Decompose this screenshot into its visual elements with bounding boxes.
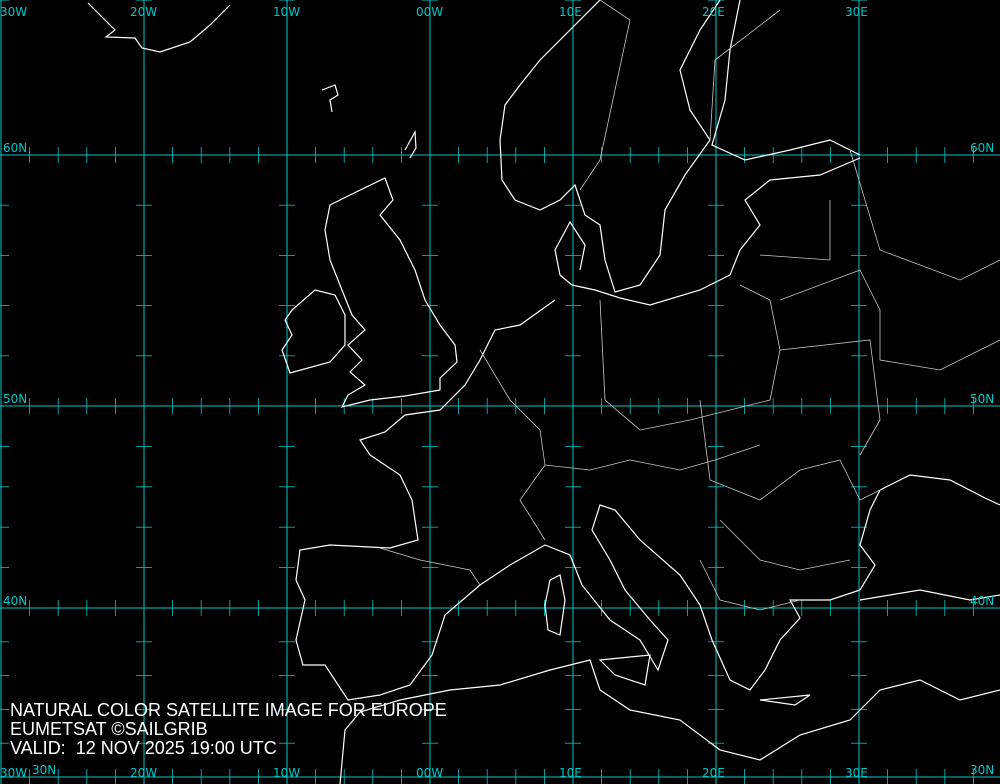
latitude-label-right: 50N: [970, 392, 995, 406]
longitude-label-bottom: 20W: [130, 766, 158, 780]
coast-baltic-south: [571, 157, 861, 306]
longitude-label-top: 20W: [130, 5, 158, 19]
caption-source: EUMETSAT ©SAILGRIB: [10, 719, 208, 739]
coast-western-europe: [295, 299, 881, 701]
latitude-label-left: 60N: [3, 141, 28, 155]
longitude-label-top: 10W: [273, 5, 301, 19]
caption-title: NATURAL COLOR SATELLITE IMAGE FOR EUROPE: [10, 700, 447, 720]
coast-faroe: [321, 84, 339, 113]
coast-great-britain: [324, 177, 458, 408]
longitude-label-top: 30W: [0, 5, 28, 19]
caption: NATURAL COLOR SATELLITE IMAGE FOR EUROPE…: [10, 701, 447, 758]
coast-denmark: [554, 220, 586, 286]
latitude-label-left: 50N: [3, 392, 28, 406]
longitude-label-top: 30E: [845, 5, 868, 19]
longitude-label-bottom: 10E: [559, 766, 582, 780]
longitude-label-top: 20E: [702, 5, 725, 19]
coast-sardinia-corsica: [544, 574, 566, 636]
coast-north-africa: [339, 659, 1000, 784]
latitude-label-right: 30N: [970, 763, 995, 777]
latitude-label-left: 40N: [3, 594, 28, 608]
longitude-label-bottom: 20E: [702, 766, 725, 780]
coast-sicily: [598, 654, 651, 686]
latitude-label-left: 30N: [32, 763, 57, 777]
coast-iceland: [87, 2, 231, 53]
coast-finland: [711, 0, 861, 161]
coast-crete: [759, 694, 811, 706]
coast-black-sea: [859, 474, 1000, 601]
latitude-label-right: 60N: [970, 141, 995, 155]
coast-shetland: [404, 129, 417, 159]
coast-ireland: [281, 289, 346, 374]
coast-scandinavia: [499, 0, 721, 293]
longitude-label-bottom: 00W: [416, 766, 444, 780]
coastlines: [87, 0, 1000, 784]
country-borders: [379, 0, 1000, 611]
latitude-label-right: 40N: [970, 594, 995, 608]
longitude-label-top: 00W: [416, 5, 444, 19]
longitude-label-bottom: 30E: [845, 766, 868, 780]
longitude-label-bottom: 30W: [0, 766, 28, 780]
longitude-label-top: 10E: [559, 5, 582, 19]
border: [379, 0, 1000, 611]
caption-valid-time: VALID: 12 NOV 2025 19:00 UTC: [10, 738, 277, 758]
longitude-label-bottom: 10W: [273, 766, 301, 780]
